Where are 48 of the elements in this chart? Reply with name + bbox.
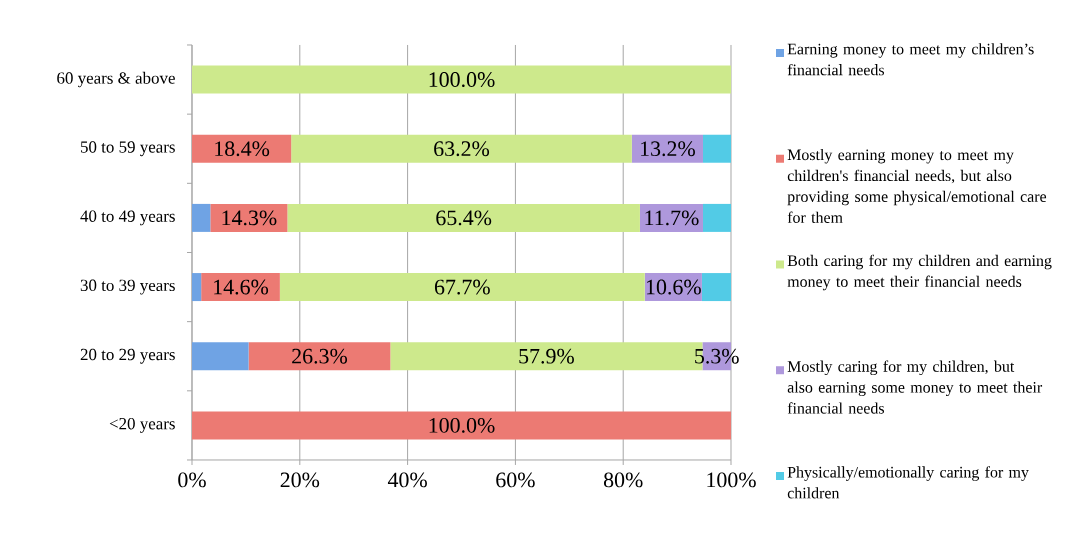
bar	[702, 203, 732, 232]
data-label: 100.0%	[429, 72, 495, 88]
data-label: 63.2%	[434, 141, 490, 157]
data-label: 100.0%	[429, 417, 495, 433]
data-label: 11.7%	[645, 210, 699, 226]
bar	[291, 134, 632, 163]
bar	[248, 342, 391, 371]
bar	[701, 273, 732, 302]
bar	[702, 134, 732, 163]
legend-label: Mostly caring for my children, but also earning some money to meet their financial needs	[787, 360, 1043, 414]
bar	[639, 203, 703, 232]
y-tick-label: <20 years	[109, 417, 175, 433]
data-label: 13.2%	[641, 141, 695, 157]
bar	[631, 134, 703, 163]
data-label: 57.9%	[519, 348, 574, 364]
bar	[192, 411, 732, 440]
y-tick-label: 40 to 49 years	[80, 210, 175, 226]
x-tick-label: 40%	[387, 472, 427, 488]
data-label: 67.7%	[434, 279, 490, 295]
x-tick-label: 100%	[707, 472, 756, 488]
bar	[192, 273, 202, 302]
legend-label: Mostly earning money to meet my children's financial needs, but also providing some physical/emotional care for them	[787, 148, 1047, 223]
bar	[201, 273, 280, 302]
legend-label: Both caring for my children and earning money to meet their financial needs	[787, 254, 1052, 291]
legend-label: Physically/emotionally caring for my children	[787, 466, 1029, 499]
x-tick-label: 60%	[496, 472, 535, 488]
data-label: 14.6%	[214, 279, 269, 295]
bar	[192, 65, 732, 94]
bar	[192, 134, 292, 163]
bar	[287, 203, 640, 232]
bar	[192, 342, 249, 371]
bar	[279, 273, 645, 302]
x-tick-label: 0%	[178, 472, 206, 488]
x-tick-label: 80%	[603, 472, 643, 488]
data-label: 5.3%	[695, 348, 739, 364]
x-tick-label: 20%	[280, 472, 320, 488]
legend-label: Earning money to meet my children’s financial needs	[787, 43, 1034, 76]
y-tick-label: 30 to 39 years	[80, 279, 175, 295]
data-label: 65.4%	[436, 210, 492, 226]
data-label: 26.3%	[292, 348, 348, 364]
data-label: 10.6%	[646, 279, 701, 295]
y-tick-label: 50 to 59 years	[80, 141, 175, 157]
y-tick-label: 60 years & above	[57, 71, 175, 88]
data-label: 18.4%	[215, 141, 270, 157]
data-label: 14.3%	[222, 210, 277, 226]
y-tick-label: 20 to 29 years	[80, 348, 175, 364]
bar	[192, 203, 211, 232]
bar	[210, 203, 288, 232]
